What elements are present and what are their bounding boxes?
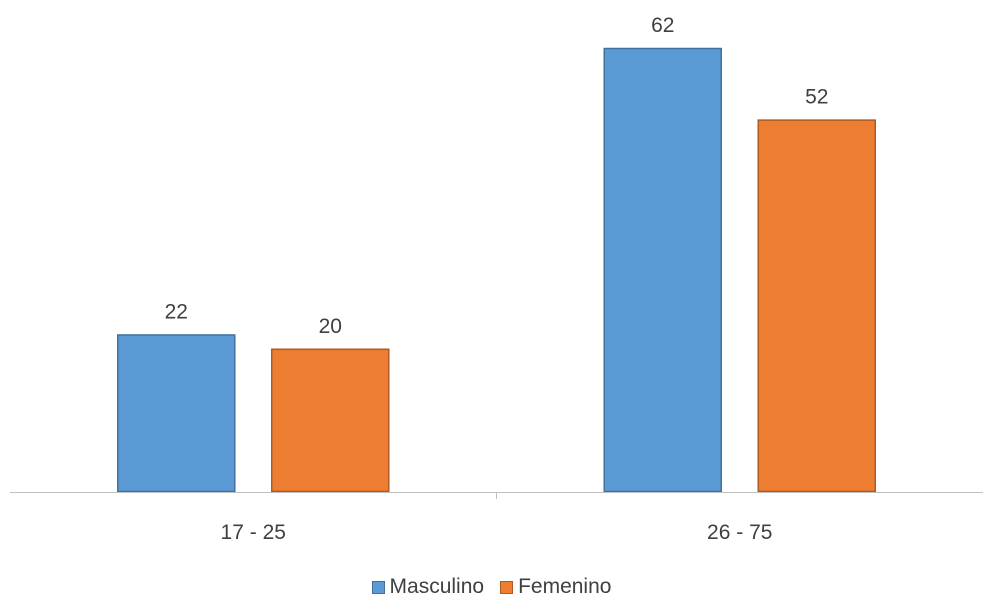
bar-masculino-0 xyxy=(117,334,236,493)
bar-femenino-1 xyxy=(757,119,876,493)
bar-femenino-0 xyxy=(271,348,390,493)
bar-masculino-1 xyxy=(603,47,722,493)
data-label-femenino-1: 52 xyxy=(805,86,828,109)
data-label-masculino-1: 62 xyxy=(651,14,674,37)
x-tick-label-1: 26 - 75 xyxy=(707,521,772,544)
legend-swatch-femenino xyxy=(500,580,514,594)
legend-item-masculino: Masculino xyxy=(371,575,485,599)
legend-item-femenino: Femenino xyxy=(500,575,611,599)
legend-swatch-masculino xyxy=(371,580,385,594)
data-label-masculino-0: 22 xyxy=(165,300,188,323)
legend: Masculino Femenino xyxy=(0,575,983,599)
legend-label-femenino: Femenino xyxy=(518,575,612,598)
legend-label-masculino: Masculino xyxy=(389,575,485,598)
x-tick-label-0: 17 - 25 xyxy=(221,521,286,544)
data-label-femenino-0: 20 xyxy=(319,315,342,338)
